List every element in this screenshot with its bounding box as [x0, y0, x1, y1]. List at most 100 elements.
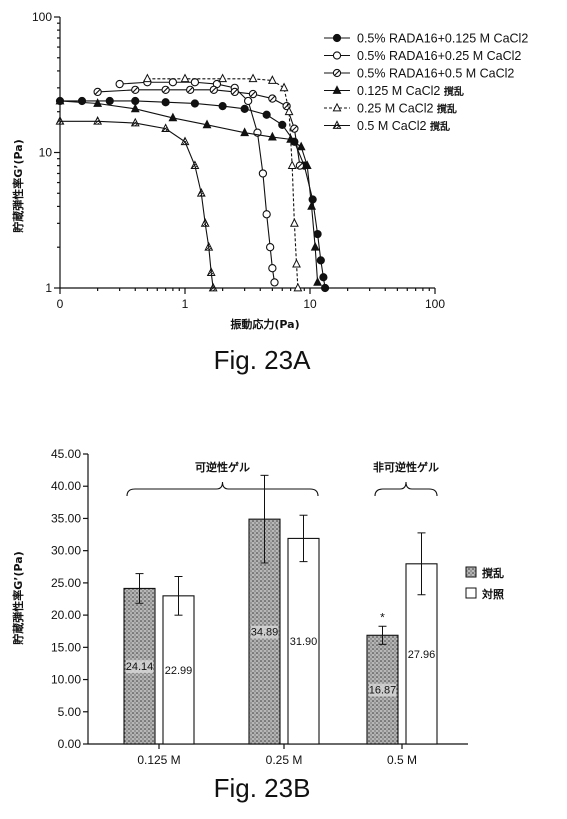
- chart-b-plot-area: 24.1422.9934.8931.9016.8727.96*可逆性ゲル非可逆性…: [124, 460, 439, 744]
- data-point: [298, 143, 305, 150]
- legend-label: 0.5% RADA16+0.25 M CaCl2: [357, 49, 521, 63]
- chart-a-y-tick-label: 1: [45, 281, 52, 295]
- bar-control-0-125-m: 22.99: [163, 577, 194, 744]
- chart-b-y-tick-label: 5.00: [58, 705, 82, 719]
- chart-b-legend: 撹乱対照: [466, 566, 504, 601]
- series-line: [60, 121, 213, 288]
- data-point: [245, 97, 252, 104]
- data-point: [191, 100, 198, 107]
- chart-b-y-tick-label: 30.00: [51, 544, 81, 558]
- chart-b-ylabel: 貯蔵弾性率G’(Pa): [11, 551, 25, 644]
- category-label-0-125-m: 0.125 M: [137, 753, 180, 767]
- data-point: [116, 80, 123, 87]
- group-reversible-gel: 可逆性ゲル: [127, 460, 318, 496]
- data-label: 22.99: [165, 665, 193, 677]
- chart-a-x-tick-label: 100: [425, 297, 445, 311]
- data-label: 31.90: [290, 636, 318, 648]
- data-point: [162, 99, 169, 106]
- legend-label: 対照: [481, 587, 504, 601]
- legend-item-0-5-rada16-0-125-m-cacl2: 0.5% RADA16+0.125 M CaCl2: [324, 32, 528, 46]
- bar-disturbed-0-25-m: 34.89: [249, 475, 280, 744]
- data-point: [78, 97, 85, 104]
- chart-a-y-tick-label: 10: [39, 146, 53, 160]
- chart-b-y-tick-label: 20.00: [51, 608, 81, 622]
- data-point: [263, 111, 270, 118]
- legend-marker: [333, 52, 340, 59]
- legend-swatch: [466, 567, 476, 577]
- category-label-0-25-m: 0.25 M: [266, 753, 303, 767]
- data-point: [231, 88, 238, 95]
- data-point: [208, 268, 215, 275]
- category-label-0-5-m: 0.5 M: [387, 753, 417, 767]
- data-point: [269, 95, 276, 102]
- data-point: [279, 121, 286, 128]
- data-point: [271, 279, 278, 286]
- data-point: [219, 103, 226, 110]
- data-point: [317, 257, 324, 264]
- group-irreversible-gel: 非可逆性ゲル: [373, 460, 439, 496]
- legend-item-disturbed: 撹乱: [466, 566, 504, 580]
- data-point: [314, 230, 321, 237]
- chart-a-x-tick-label: 1: [182, 297, 189, 311]
- legend-label: 0.25 M CaCl2 撹乱: [357, 102, 457, 116]
- data-point: [191, 161, 198, 168]
- data-point: [205, 243, 212, 250]
- data-point: [106, 97, 113, 104]
- chart-b-y-tick-label: 0.00: [58, 737, 82, 751]
- data-label: 34.89: [251, 627, 279, 639]
- data-point: [321, 284, 328, 291]
- chart-b-y-tick-label: 40.00: [51, 479, 81, 493]
- data-point: [181, 75, 188, 82]
- legend-item-0-5-rada16-0-5-m-cacl2: 0.5% RADA16+0.5 M CaCl2: [324, 67, 514, 81]
- data-point: [296, 162, 303, 169]
- chart-b-y-tick-label: 25.00: [51, 576, 81, 590]
- series-line: [60, 101, 318, 282]
- chart-a-plot-area: [56, 75, 328, 292]
- group-label: 可逆性ゲル: [195, 460, 250, 474]
- data-point: [94, 88, 101, 95]
- chart-a-caption: Fig. 23A: [214, 345, 311, 375]
- bar-control-0-25-m: 31.90: [288, 515, 319, 744]
- chart-a-y-tick-label: 100: [32, 10, 52, 24]
- data-point: [280, 84, 287, 91]
- legend-label: 0.5 M CaCl2 撹乱: [357, 119, 450, 133]
- legend-item-0-25-m-cacl2: 0.25 M CaCl2 撹乱: [324, 102, 457, 116]
- data-point: [289, 161, 296, 168]
- legend-marker: [333, 121, 340, 128]
- chart-a-x-tick-label: 10: [303, 297, 317, 311]
- series-line: [60, 101, 325, 288]
- series-0-5-m-cacl2: [56, 117, 216, 291]
- legend-label: 0.125 M CaCl2 撹乱: [357, 84, 464, 98]
- bar-control-0-5-m: 27.96: [406, 533, 437, 744]
- data-point: [202, 219, 209, 226]
- data-point: [56, 117, 63, 124]
- data-point: [269, 265, 276, 272]
- legend-label: 0.5% RADA16+0.125 M CaCl2: [357, 32, 528, 46]
- data-point: [210, 86, 217, 93]
- legend-item-control: 対照: [466, 587, 504, 601]
- group-label: 非可逆性ゲル: [373, 460, 439, 474]
- data-point: [219, 75, 226, 82]
- legend-item-0-5-m-cacl2: 0.5 M CaCl2 撹乱: [324, 119, 450, 133]
- legend-marker: [333, 104, 340, 111]
- legend-swatch: [466, 588, 476, 598]
- chart-a-xlabel: 振動応力(Pa): [230, 317, 299, 331]
- data-label: 16.87: [369, 685, 397, 697]
- data-point: [181, 138, 188, 145]
- data-point: [320, 274, 327, 281]
- data-point: [132, 97, 139, 104]
- legend-item-0-125-m-cacl2: 0.125 M CaCl2 撹乱: [324, 84, 464, 98]
- chart-b-y-tick-label: 45.00: [51, 447, 81, 461]
- data-point: [249, 90, 256, 97]
- bar-disturbed-0-125-m: 24.14: [124, 574, 155, 744]
- chart-b-y-tick-label: 10.00: [51, 673, 81, 687]
- brace: [127, 482, 318, 496]
- data-point: [291, 219, 298, 226]
- chart-a-ylabel: 貯蔵弾性率G’(Pa): [11, 139, 25, 232]
- data-point: [293, 260, 300, 267]
- chart-b-caption: Fig. 23B: [214, 773, 311, 803]
- chart-b-y-tick-label: 15.00: [51, 640, 81, 654]
- legend-marker: [333, 69, 340, 76]
- data-point: [291, 125, 298, 132]
- data-point: [294, 284, 301, 291]
